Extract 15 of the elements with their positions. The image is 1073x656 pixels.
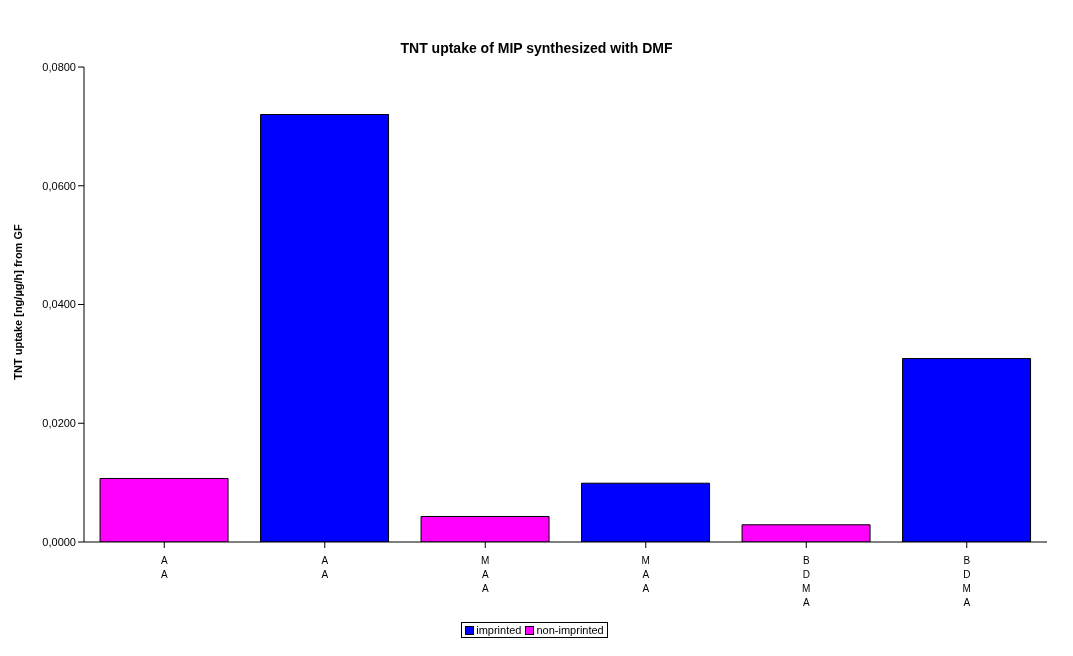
x-tick-label: MAA — [641, 555, 650, 594]
legend-label: imprinted — [475, 624, 522, 636]
y-tick-label: 0,0200 — [42, 417, 76, 430]
x-tick-label: MAA — [481, 555, 490, 594]
y-tick-label: 0,0600 — [42, 179, 76, 192]
x-tick-label: AA — [160, 555, 168, 580]
legend-label: non-imprinted — [535, 624, 604, 636]
x-tick-label: AA — [321, 555, 329, 580]
y-tick-label: 0,0800 — [42, 60, 76, 73]
chart-title: TNT uptake of MIP synthesized with DMF — [399, 40, 674, 56]
x-tick-label: BDMA — [802, 555, 811, 608]
y-axis-title: TNT uptake [ng/µg/h] from GF — [12, 224, 24, 380]
y-tick-label: 0,0000 — [42, 535, 76, 548]
y-tick-label: 0,0400 — [42, 298, 76, 311]
x-tick-label: BDMA — [962, 555, 971, 608]
